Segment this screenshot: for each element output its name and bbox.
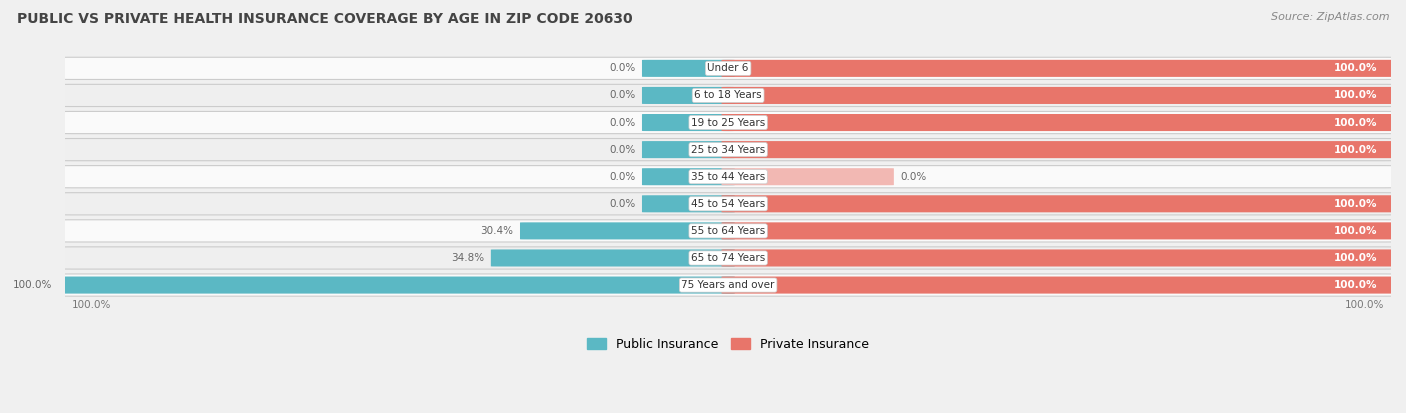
Text: 19 to 25 Years: 19 to 25 Years [690,118,765,128]
FancyBboxPatch shape [59,193,1398,215]
FancyBboxPatch shape [721,249,1398,266]
FancyBboxPatch shape [59,138,1398,161]
Text: 100.0%: 100.0% [1334,145,1378,154]
FancyBboxPatch shape [643,87,735,104]
Text: 100.0%: 100.0% [1334,280,1378,290]
FancyBboxPatch shape [520,222,735,240]
Text: 100.0%: 100.0% [1334,90,1378,100]
FancyBboxPatch shape [59,277,735,294]
Text: 100.0%: 100.0% [1346,299,1385,310]
FancyBboxPatch shape [721,222,1398,240]
FancyBboxPatch shape [721,87,1398,104]
FancyBboxPatch shape [721,277,1398,294]
Text: 100.0%: 100.0% [1334,63,1378,74]
Text: Under 6: Under 6 [707,63,749,74]
FancyBboxPatch shape [59,166,1398,188]
FancyBboxPatch shape [59,274,1398,296]
Text: 55 to 64 Years: 55 to 64 Years [690,226,765,236]
Legend: Public Insurance, Private Insurance: Public Insurance, Private Insurance [582,333,873,356]
Text: 34.8%: 34.8% [451,253,484,263]
Text: 100.0%: 100.0% [72,299,111,310]
Text: 100.0%: 100.0% [1334,199,1378,209]
FancyBboxPatch shape [59,112,1398,134]
Text: 0.0%: 0.0% [609,199,636,209]
FancyBboxPatch shape [721,141,1398,158]
FancyBboxPatch shape [643,60,735,77]
FancyBboxPatch shape [721,60,1398,77]
Text: 0.0%: 0.0% [609,90,636,100]
FancyBboxPatch shape [59,247,1398,269]
Text: PUBLIC VS PRIVATE HEALTH INSURANCE COVERAGE BY AGE IN ZIP CODE 20630: PUBLIC VS PRIVATE HEALTH INSURANCE COVER… [17,12,633,26]
Text: 0.0%: 0.0% [609,63,636,74]
Text: 65 to 74 Years: 65 to 74 Years [690,253,765,263]
FancyBboxPatch shape [59,57,1398,79]
Text: 6 to 18 Years: 6 to 18 Years [695,90,762,100]
Text: 45 to 54 Years: 45 to 54 Years [690,199,765,209]
FancyBboxPatch shape [643,195,735,212]
FancyBboxPatch shape [643,141,735,158]
FancyBboxPatch shape [59,220,1398,242]
FancyBboxPatch shape [643,114,735,131]
Text: 30.4%: 30.4% [481,226,513,236]
Text: 0.0%: 0.0% [609,118,636,128]
FancyBboxPatch shape [721,168,894,185]
FancyBboxPatch shape [721,195,1398,212]
FancyBboxPatch shape [59,84,1398,107]
Text: 0.0%: 0.0% [609,145,636,154]
Text: Source: ZipAtlas.com: Source: ZipAtlas.com [1271,12,1389,22]
Text: 25 to 34 Years: 25 to 34 Years [690,145,765,154]
FancyBboxPatch shape [643,168,735,185]
Text: 100.0%: 100.0% [1334,118,1378,128]
FancyBboxPatch shape [491,249,735,266]
Text: 35 to 44 Years: 35 to 44 Years [690,172,765,182]
Text: 0.0%: 0.0% [609,172,636,182]
Text: 100.0%: 100.0% [13,280,52,290]
Text: 100.0%: 100.0% [1334,253,1378,263]
FancyBboxPatch shape [721,114,1398,131]
Text: 100.0%: 100.0% [1334,226,1378,236]
Text: 0.0%: 0.0% [900,172,927,182]
Text: 75 Years and over: 75 Years and over [682,280,775,290]
